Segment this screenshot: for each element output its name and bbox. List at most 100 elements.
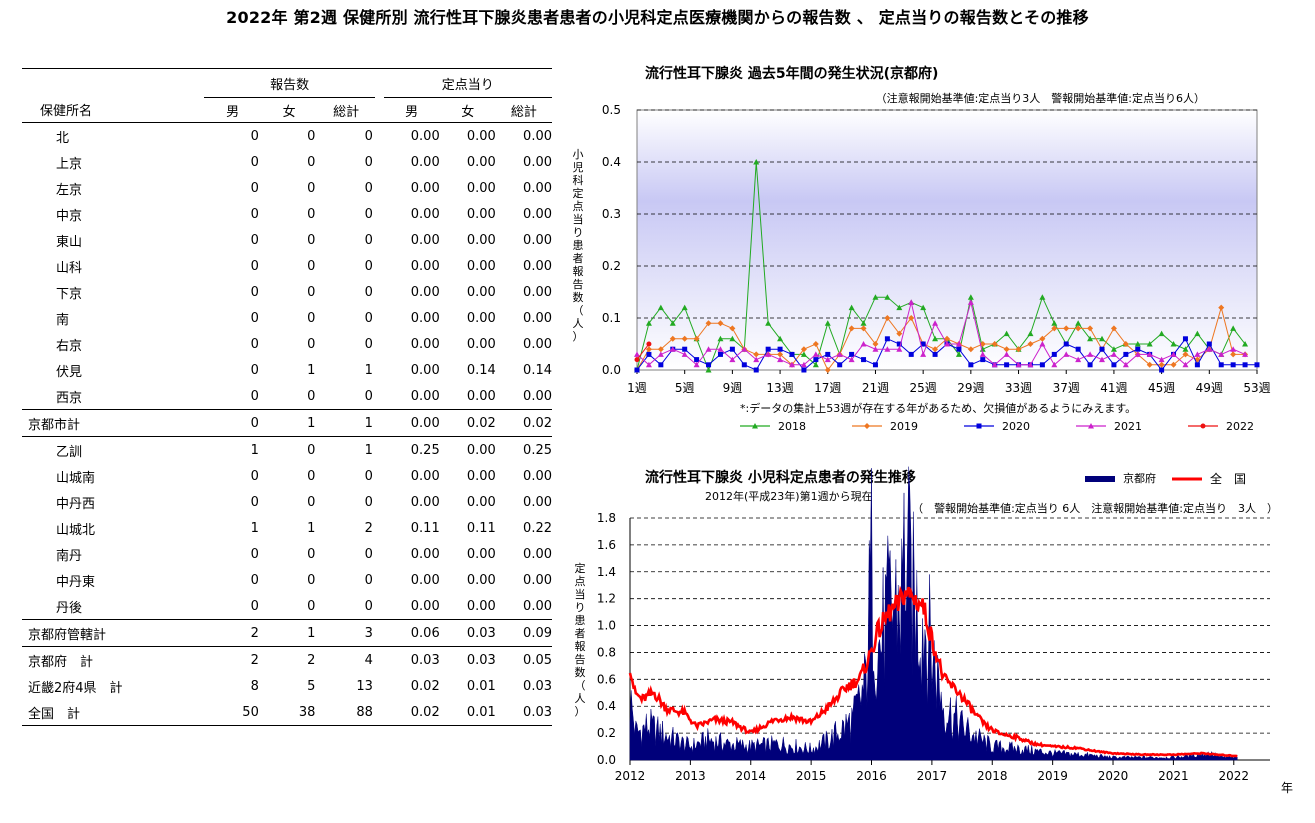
data-point	[836, 351, 843, 357]
per-sentinel-cell: 0.00	[410, 284, 440, 300]
chart1-note: *:データの集計上53週が存在する年があるため、欠損値があるようにみえます。	[740, 401, 1136, 415]
table-row: 山城南 0 0 0 0.00 0.00 0.00	[22, 463, 552, 489]
data-point	[1194, 330, 1201, 337]
data-point	[1146, 341, 1153, 347]
report-count-cell: 0	[250, 336, 259, 352]
x-tick-label: 33週	[1005, 381, 1032, 395]
data-point	[1015, 346, 1022, 353]
header-per-sentinel: 定点当り	[383, 68, 552, 98]
data-point	[1075, 356, 1082, 363]
data-point	[920, 341, 926, 347]
report-count-cell: 0	[364, 468, 373, 484]
report-count-cell: 0	[250, 572, 259, 588]
x-tick-label: 2014	[735, 769, 766, 783]
header-spacer	[22, 68, 205, 98]
table-row: 丹後 0 0 0 0.00 0.00 0.00	[22, 593, 552, 620]
data-point	[979, 351, 986, 357]
per-sentinel-cell: 0.00	[523, 180, 552, 196]
report-count-cell: 0	[364, 336, 373, 352]
x-tick-label: 25週	[910, 381, 937, 395]
data-point	[884, 294, 891, 300]
data-point	[1063, 351, 1070, 357]
data-point	[753, 351, 760, 358]
data-point	[1063, 341, 1069, 347]
report-count-cell: 0	[307, 442, 316, 458]
data-point	[645, 346, 652, 353]
report-count-cell: 0	[307, 128, 316, 144]
series-line-national	[628, 585, 1238, 758]
per-sentinel-cell: 0.00	[410, 206, 440, 222]
per-sentinel-cell: 0.25	[523, 442, 552, 458]
data-point	[812, 341, 819, 347]
table-row: 西京 0 0 0 0.00 0.00 0.00	[22, 383, 552, 410]
report-count-cell: 0	[364, 388, 373, 404]
ylabel-char: 科	[573, 173, 584, 187]
per-sentinel-cell: 0.00	[523, 258, 552, 274]
data-point	[705, 346, 712, 352]
report-count-cell: 0	[250, 546, 259, 562]
data-point	[955, 341, 962, 347]
data-point	[1051, 351, 1057, 357]
health-center-name: 乙訓	[56, 444, 83, 460]
data-point	[1027, 330, 1034, 337]
per-sentinel-cell: 0.00	[410, 128, 440, 144]
per-sentinel-cell: 0.00	[383, 409, 440, 437]
legend-label-2020: 2020	[1002, 420, 1030, 433]
chart2-threshold-note: （ 警報開始基準値:定点当り 6人 注意報開始基準値:定点当り 3人 ）	[912, 501, 1278, 515]
data-point	[729, 325, 736, 332]
per-sentinel-cell: 0.00	[523, 154, 552, 170]
header-col: 総計	[317, 97, 375, 123]
report-count-cell: 13	[356, 678, 373, 694]
data-point	[717, 351, 723, 357]
legend-label-kyoto: 京都府	[1123, 471, 1156, 485]
x-tick-label: 49週	[1196, 381, 1223, 395]
per-sentinel-cell: 0.00	[466, 546, 496, 562]
header-health-center: 保健所名	[22, 97, 205, 123]
data-point	[860, 325, 867, 332]
data-point	[932, 346, 939, 353]
data-point	[908, 315, 915, 321]
cell-gap	[375, 331, 384, 357]
health-center-name: 上京	[56, 156, 83, 172]
per-sentinel-cell: 0.00	[523, 336, 552, 352]
data-point	[729, 335, 736, 342]
health-center-name: 中丹西	[56, 496, 96, 512]
per-sentinel-cell: 0.03	[439, 619, 496, 647]
x-tick-label: 53週	[1243, 381, 1270, 395]
ylabel-char: り	[573, 226, 584, 239]
per-sentinel-cell: 0.00	[466, 598, 496, 614]
data-point	[848, 356, 855, 363]
data-point	[1194, 351, 1201, 357]
data-point	[645, 320, 652, 326]
data-point	[1123, 351, 1129, 357]
per-sentinel-cell: 0.14	[466, 362, 496, 378]
x-tick-label: 2012	[615, 769, 646, 783]
data-point	[657, 346, 664, 353]
cell-gap	[375, 541, 384, 567]
data-point	[765, 351, 772, 357]
data-point	[1206, 346, 1213, 352]
x-tick-label: 2018	[977, 769, 1008, 783]
per-sentinel-cell: 0.00	[466, 336, 496, 352]
data-point	[634, 357, 640, 363]
x-tick-label: 29週	[957, 381, 984, 395]
cell-gap	[375, 383, 384, 410]
legend-label-2019: 2019	[890, 420, 918, 433]
report-count-cell: 1	[364, 442, 373, 458]
data-point	[1158, 356, 1165, 363]
data-point	[1230, 346, 1237, 352]
table-row: 右京 0 0 0 0.00 0.00 0.00	[22, 331, 552, 357]
health-center-name: 中京	[56, 208, 83, 224]
ylabel-char: 報	[573, 265, 584, 278]
data-point	[1004, 362, 1010, 368]
table-row: 南丹 0 0 0 0.00 0.00 0.00	[22, 541, 552, 567]
series-line-2022	[636, 343, 650, 360]
report-count-cell: 4	[364, 652, 373, 668]
cell-gap	[375, 673, 384, 699]
report-count-cell: 0	[364, 546, 373, 562]
legend-marker	[752, 423, 758, 429]
data-point	[896, 341, 902, 347]
data-point	[872, 341, 879, 347]
x-tick-label: 37週	[1053, 381, 1080, 395]
legend-label-2022: 2022	[1226, 420, 1254, 433]
